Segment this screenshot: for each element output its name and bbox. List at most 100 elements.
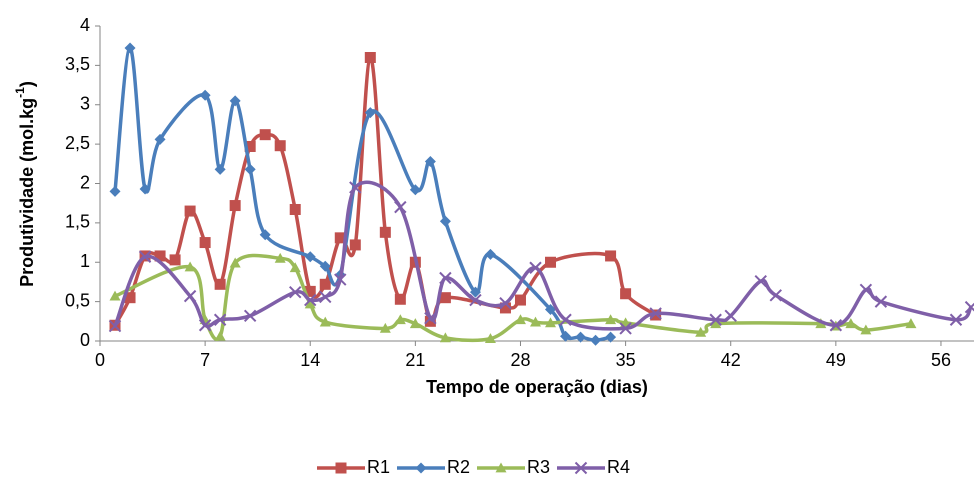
point [274,140,286,152]
point [199,89,211,101]
point [710,318,722,329]
point [859,283,873,297]
point [499,296,512,310]
point [605,314,617,325]
point [724,309,737,323]
point [754,274,767,288]
point [905,318,917,329]
legend-marker [495,462,507,473]
y-tick-label: 1,5 [65,212,90,232]
x-tick-label: 0 [95,350,105,370]
y-tick-label: 3 [80,94,90,114]
point [364,107,376,119]
point [169,254,181,266]
point [304,298,316,309]
point [514,314,526,325]
point [198,319,212,332]
series-line [113,180,973,331]
x-tick-label: 14 [300,350,320,370]
legend-marker [335,462,347,474]
legend-marker [415,462,427,474]
point [108,319,122,333]
point [424,311,437,325]
point [244,140,256,152]
point [319,260,331,272]
point [769,289,782,302]
point [214,330,226,341]
point [575,331,587,343]
point [439,215,451,227]
point [229,257,241,268]
point [289,262,301,273]
point [605,250,617,262]
point [394,293,406,305]
point [439,292,451,304]
point [154,250,166,262]
point [259,129,271,141]
legend-marker [574,461,588,475]
point [860,324,872,335]
legend-label: R1 [367,457,390,477]
point [243,309,257,323]
y-tick-label: 0 [80,330,90,350]
point [379,226,391,238]
point [484,333,496,344]
point [619,322,632,335]
y-axis-label-suffix: ) [17,81,37,87]
point [394,200,407,214]
point [409,318,421,329]
x-tick-label: 56 [931,350,951,370]
y-tick-label: 2,5 [65,133,90,153]
point [214,163,226,175]
x-axis-label: Tempo de operação (dias) [426,377,648,397]
point [529,316,541,327]
point [545,256,557,268]
x-tick-label: 7 [200,350,210,370]
x-tick-label: 35 [616,350,636,370]
point [124,42,136,54]
point [874,295,888,308]
point [529,261,542,274]
point [214,278,226,290]
point [379,322,391,333]
x-tick-label: 49 [826,350,846,370]
point [514,294,526,306]
point [213,313,227,326]
point [424,315,436,327]
point [829,319,843,332]
x-tick-label: 42 [721,350,741,370]
point [199,237,211,249]
point [319,278,331,290]
point [304,285,316,297]
point [274,252,286,263]
point [364,52,376,63]
point [138,250,152,263]
y-tick-label: 1 [80,251,90,271]
point [499,302,511,314]
point [484,248,496,260]
point [184,205,196,217]
point [560,330,572,342]
point [319,316,331,327]
point [620,288,632,300]
series-line [114,253,912,343]
point [319,290,332,304]
y-axis-label-text: Produtividade (mol.kg [17,98,37,287]
point [289,203,301,215]
point [229,95,241,107]
point [649,307,662,320]
point [334,232,346,244]
point [394,314,406,325]
point [139,183,151,195]
point [109,290,121,301]
point [845,318,857,329]
point [709,313,722,326]
point [590,334,602,346]
point [439,271,452,285]
legend-label: R2 [447,457,470,477]
point [349,239,361,251]
y-axis-label: Produtividade (mol.kg-1) [13,81,37,287]
point [469,293,482,307]
point [124,292,136,304]
